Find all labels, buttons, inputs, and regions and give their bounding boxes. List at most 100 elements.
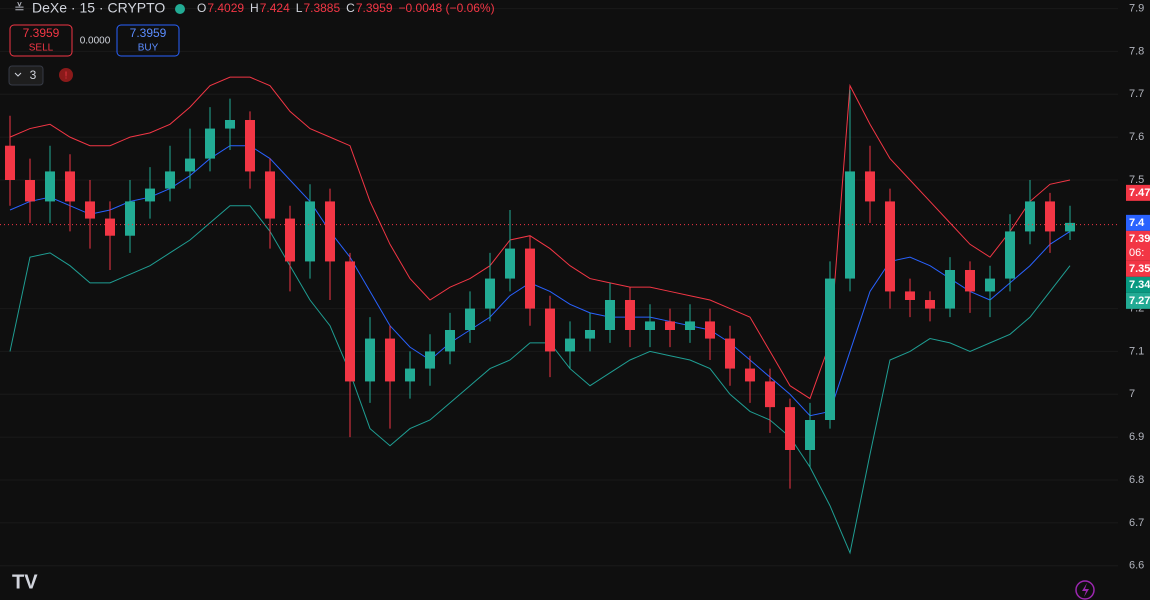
candle-body — [325, 201, 335, 262]
candle-body — [1065, 222, 1075, 232]
y-tick-label: 7 — [1129, 388, 1135, 400]
buy-price[interactable]: 7.3959 — [130, 26, 167, 40]
candle-body — [5, 145, 15, 180]
candle-body — [1025, 201, 1035, 232]
ohlc-key: L — [296, 1, 303, 15]
ohlc-key: C — [346, 1, 355, 15]
price-tag-label: 7.47 — [1129, 187, 1150, 199]
price-tag — [1126, 230, 1150, 261]
market-status — [175, 4, 185, 14]
candle-body — [145, 188, 155, 202]
spread: 0.0000 — [80, 36, 111, 47]
ohlc-value: 7.4029 — [207, 1, 244, 15]
buy-button[interactable] — [116, 24, 180, 57]
price-tag — [1126, 214, 1150, 231]
buy-label[interactable]: BUY — [138, 43, 159, 54]
y-tick-label: 7.7 — [1129, 88, 1144, 100]
price-tag — [1126, 292, 1150, 309]
price-countdown: 06: — [1129, 247, 1144, 259]
candle-body — [925, 300, 935, 309]
candle-body — [765, 381, 775, 408]
candle-body — [625, 300, 635, 330]
warning-icon[interactable] — [59, 68, 73, 82]
ohlc-header: O 7.4029 H 7.424 L 7.3885 C 7.3959 −0.0048 (−0.0… — [197, 1, 495, 15]
candle-body — [385, 338, 395, 382]
candle-body — [825, 278, 835, 420]
indicator-line — [9, 205, 1071, 555]
y-tick-label: 7.9 — [1129, 2, 1144, 14]
y-tick-label: 6.9 — [1129, 431, 1144, 443]
candle-body — [105, 218, 115, 236]
price-tag-label: 7.27 — [1129, 295, 1150, 307]
candle-body — [365, 338, 375, 382]
y-tick-label: 6.7 — [1129, 517, 1144, 529]
candle-body — [205, 128, 215, 159]
lightning-bolt — [1082, 583, 1089, 597]
candle-body — [885, 201, 895, 292]
candle-body — [545, 308, 555, 352]
candle-body — [705, 321, 715, 339]
candle-body — [265, 171, 275, 219]
sell-price[interactable]: 7.3959 — [23, 26, 60, 40]
ohlc-value: 7.3885 — [303, 1, 340, 15]
symbol-icon: ≚ — [14, 0, 25, 15]
candle-body — [645, 321, 655, 330]
sell-label[interactable]: SELL — [29, 43, 54, 54]
candle-body — [85, 201, 95, 219]
ohlc-key: O — [197, 1, 206, 15]
candle-body — [1045, 201, 1055, 232]
ohlc-change: −0.0048 (−0.06%) — [399, 1, 495, 15]
candle-body — [945, 270, 955, 309]
candle-body — [465, 308, 475, 330]
candle-body — [605, 300, 615, 330]
candle-body — [225, 120, 235, 129]
candle-body — [565, 338, 575, 352]
candle-body — [305, 201, 315, 262]
candle-body — [985, 278, 995, 292]
candle-body — [685, 321, 695, 330]
candle-body — [45, 171, 55, 202]
plot — [0, 76, 1118, 555]
candle-body — [805, 420, 815, 450]
candle-body — [445, 330, 455, 352]
candle-body — [865, 171, 875, 202]
candle-body — [245, 120, 255, 172]
y-tick-label: 6.8 — [1129, 474, 1144, 486]
candle-body — [505, 248, 515, 279]
sell-button[interactable] — [9, 24, 73, 57]
candle-body — [285, 218, 295, 262]
candle-body — [905, 291, 915, 300]
candle-body — [965, 270, 975, 292]
candle-body — [25, 180, 35, 202]
price-axis: 6.66.76.86.977.17.27.57.67.77.87.97.477.… — [1126, 2, 1150, 572]
lightning-icon[interactable] — [1075, 580, 1095, 600]
indicator-line — [9, 76, 1071, 400]
candle-body — [785, 407, 795, 450]
candle-body — [845, 171, 855, 279]
warning-mark: ! — [65, 71, 68, 82]
y-tick-label: 7.1 — [1129, 345, 1144, 357]
candle-body — [65, 171, 75, 202]
price-tag — [1126, 260, 1150, 277]
candle-body — [405, 368, 415, 382]
candle-body — [585, 330, 595, 339]
y-tick-label: 6.6 — [1129, 560, 1144, 572]
ohlc-value: 7.424 — [260, 1, 290, 15]
indicator-toggle[interactable] — [8, 65, 44, 86]
chevron — [14, 72, 22, 77]
indicator-count[interactable]: 3 — [30, 68, 37, 82]
candle-body — [165, 171, 175, 189]
tv-logo[interactable]: TV — [12, 571, 38, 593]
y-tick-label: 7.6 — [1129, 131, 1144, 143]
price-tag-label: 7.4 — [1129, 217, 1145, 229]
candle-body — [725, 338, 735, 369]
candle-body — [485, 278, 495, 309]
candle-body — [425, 351, 435, 369]
symbol-title[interactable]: DeXe · 15 · CRYPTO — [32, 0, 165, 16]
candle-body — [185, 158, 195, 172]
price-tag-label: 7.34 — [1129, 279, 1150, 291]
price-tag-label: 7.39 — [1129, 233, 1150, 245]
price-tag-label: 7.35 — [1129, 263, 1150, 275]
